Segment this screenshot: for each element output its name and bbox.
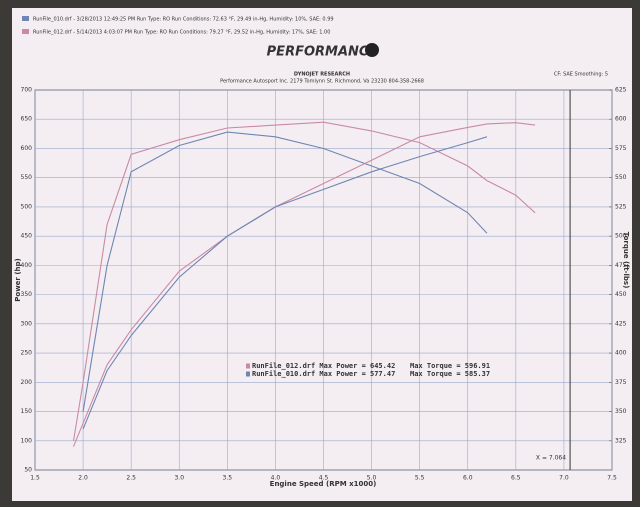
legend-entry: RunFile_010.drf Max Power = 577.47 (252, 370, 395, 378)
logo-icon (365, 43, 379, 57)
y2-tick-label: 325 (615, 437, 627, 444)
x-tick-label: 3.5 (223, 475, 233, 482)
x-axis-title: Engine Speed (RPM x1000) (270, 480, 377, 488)
legend-swatch (246, 363, 250, 369)
y-tick-label: 450 (21, 233, 33, 240)
y-tick-label: 500 (21, 203, 33, 210)
x-tick-label: 2.5 (126, 475, 136, 482)
run-info: RunFile_010.drf - 3/28/2013 12:49:25 PM … (33, 17, 334, 23)
series-line (72, 121, 536, 441)
run-swatch (22, 29, 29, 34)
logo: PERFORMANCE (267, 45, 378, 60)
x-tick-label: 6.0 (463, 475, 473, 482)
y2-axis-title: Torque (ft-lbs) (622, 232, 630, 289)
x-tick-label: 2.0 (78, 475, 88, 482)
y2-tick-label: 350 (615, 408, 627, 415)
x-tick-label: 1.5 (30, 475, 40, 482)
x-tick-label: 3.0 (174, 475, 184, 482)
y-tick-label: 300 (21, 320, 33, 327)
y2-tick-label: 550 (615, 174, 627, 181)
y2-tick-label: 600 (615, 116, 627, 123)
address: Performance Autosport Inc. 2179 Tomlynn … (220, 79, 424, 85)
run-swatch (22, 16, 29, 21)
y2-tick-label: 500 (615, 233, 627, 240)
series-line (82, 136, 488, 430)
y-tick-label: 50 (24, 467, 32, 474)
legend-entry: RunFile_012.drf Max Power = 645.42 (252, 362, 395, 370)
y-tick-label: 200 (21, 379, 33, 386)
y-axis-title: Power (hp) (14, 258, 22, 301)
x-tick-label: 7.0 (559, 475, 569, 482)
y-tick-label: 550 (21, 174, 33, 181)
x-tick-label: 5.5 (415, 475, 425, 482)
legend-swatch (246, 371, 250, 377)
y-tick-label: 350 (21, 291, 33, 298)
y2-tick-label: 450 (615, 291, 627, 298)
y2-tick-label: 400 (615, 350, 627, 357)
y-tick-label: 150 (21, 408, 33, 415)
legend-entry: Max Torque = 596.91 (410, 362, 490, 370)
y2-tick-label: 625 (615, 87, 627, 94)
y-tick-label: 100 (21, 437, 33, 444)
y-tick-label: 700 (21, 87, 33, 94)
y-tick-label: 650 (21, 116, 33, 123)
cursor-label: X = 7.064 (536, 455, 566, 462)
x-tick-label: 5.0 (367, 475, 377, 482)
y-tick-label: 600 (21, 145, 33, 152)
settings: CF: SAE Smoothing: 5 (554, 72, 608, 78)
y2-tick-label: 575 (615, 145, 627, 152)
x-tick-label: 4.5 (319, 475, 329, 482)
x-tick-label: 7.5 (607, 475, 617, 482)
y2-tick-label: 525 (615, 203, 627, 210)
x-tick-label: 6.5 (511, 475, 521, 482)
series-line (72, 122, 536, 447)
y-tick-label: 250 (21, 350, 33, 357)
series-line (82, 131, 488, 412)
company: DYNOJET RESEARCH (294, 72, 350, 78)
legend-entry: Max Torque = 585.37 (410, 370, 490, 378)
run-info: RunFile_012.drf - 5/14/2013 4:03:07 PM R… (33, 30, 330, 36)
x-tick-label: 4.0 (271, 475, 281, 482)
y2-tick-label: 425 (615, 320, 627, 327)
y2-tick-label: 475 (615, 262, 627, 269)
y2-tick-label: 375 (615, 379, 627, 386)
y-tick-label: 400 (21, 262, 33, 269)
